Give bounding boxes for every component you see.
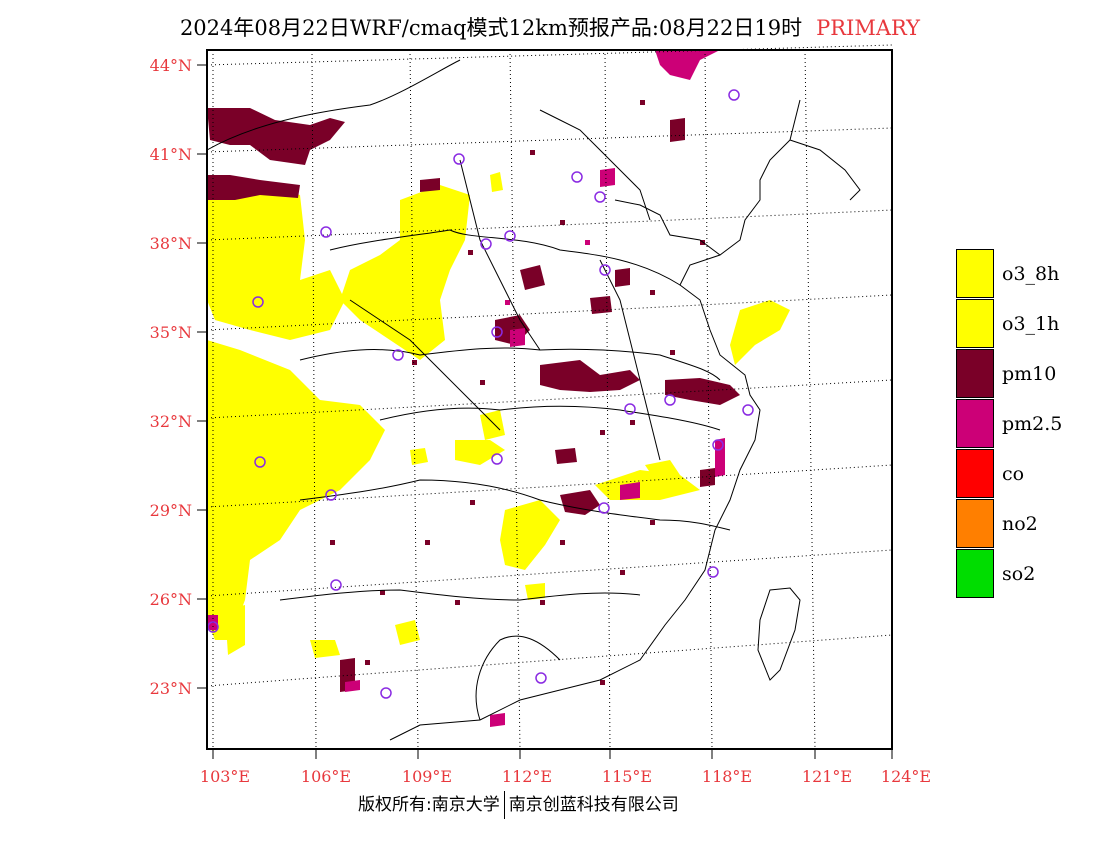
map-frame <box>206 49 893 750</box>
station-markers <box>207 89 754 699</box>
legend-label: o3_1h <box>1002 313 1060 335</box>
legend-swatch <box>956 549 994 598</box>
lon-label: 106°E <box>301 767 351 786</box>
legend-swatch <box>956 349 994 398</box>
latitude-labels: 44°N 41°N 38°N 35°N 32°N 29°N 26°N 23°N <box>150 56 192 698</box>
legend-label: pm2.5 <box>1002 413 1063 435</box>
lat-label: 41°N <box>150 145 192 164</box>
lon-label: 124°E <box>881 767 931 786</box>
legend-label: so2 <box>1002 563 1036 585</box>
longitude-labels: 103°E 106°E 109°E 112°E 115°E 118°E 121°… <box>200 767 931 786</box>
legend-swatch <box>956 299 994 348</box>
footer-divider <box>503 791 505 819</box>
lat-label: 38°N <box>150 234 192 253</box>
lon-label: 115°E <box>602 767 652 786</box>
footer: 版权所有:南京大学 南京创蓝科技有限公司 <box>358 790 679 819</box>
scattered-pixels <box>330 100 705 685</box>
primary-tag: PRIMARY <box>816 16 921 40</box>
lat-label: 29°N <box>150 501 192 520</box>
company-name: 南京创蓝科技有限公司 <box>508 795 679 815</box>
lat-label: 32°N <box>150 412 192 431</box>
map-title: 2024年08月22日WRF/cmaq模式12km预报产品:08月22日19时 P… <box>0 12 1100 42</box>
lat-label: 44°N <box>150 56 192 75</box>
copyright-text: 版权所有:南京大学 <box>358 795 500 815</box>
pm10-regions <box>207 108 740 692</box>
graticule <box>206 44 893 751</box>
tick-marks <box>197 64 893 759</box>
legend-swatch <box>956 399 994 448</box>
lon-label: 121°E <box>802 767 852 786</box>
lon-label: 103°E <box>200 767 250 786</box>
lat-label: 23°N <box>150 679 192 698</box>
lon-label: 109°E <box>402 767 452 786</box>
lon-label: 112°E <box>502 767 552 786</box>
pm25-regions <box>207 50 725 727</box>
legend-label: no2 <box>1002 513 1038 535</box>
legend-swatch <box>956 499 994 548</box>
legend-swatch <box>956 249 994 298</box>
legend-swatch <box>956 449 994 498</box>
lat-label: 35°N <box>150 323 192 342</box>
lon-label: 118°E <box>702 767 752 786</box>
legend-label: pm10 <box>1002 363 1057 385</box>
legend-label: o3_8h <box>1002 263 1060 285</box>
legend-label: co <box>1002 463 1025 485</box>
boundaries <box>206 59 861 741</box>
lat-label: 26°N <box>150 590 192 609</box>
map-title-text: 2024年08月22日WRF/cmaq模式12km预报产品:08月22日19时 <box>179 16 803 40</box>
